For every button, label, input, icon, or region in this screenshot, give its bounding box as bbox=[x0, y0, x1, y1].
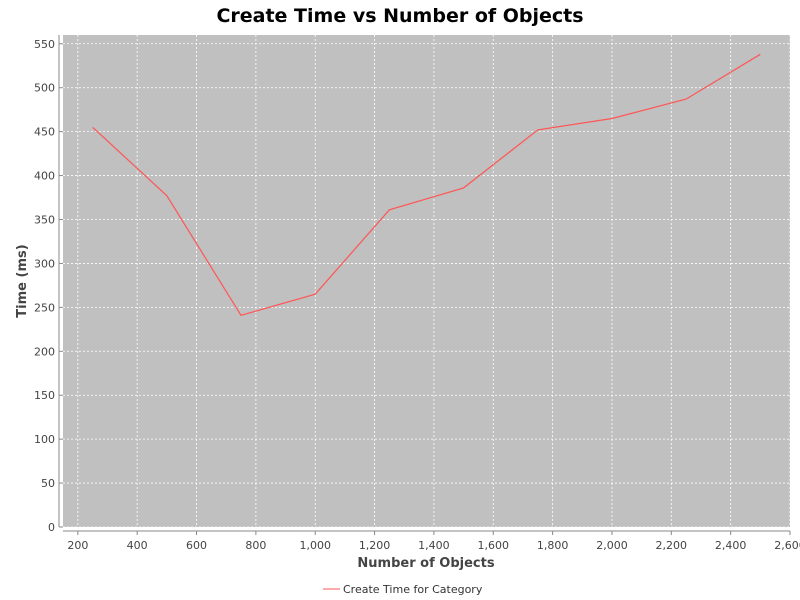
y-tick-label: 250 bbox=[34, 301, 55, 314]
axes bbox=[58, 35, 790, 532]
series-group bbox=[92, 53, 761, 317]
y-axis-label: Time (ms) bbox=[15, 244, 30, 317]
y-tick-label: 450 bbox=[34, 126, 55, 139]
legend: Create Time for Category bbox=[323, 583, 483, 596]
x-tick-label: 800 bbox=[245, 539, 266, 552]
x-axis-label: Number of Objects bbox=[357, 556, 494, 571]
series-line bbox=[92, 53, 761, 317]
x-axis-ticks: 200 400 600 800 1,000 1,200 1,400 1,600 1,800 2,0… bbox=[67, 531, 800, 552]
x-tick-label: 2,200 bbox=[656, 539, 688, 552]
y-tick-label: 500 bbox=[34, 82, 55, 95]
x-tick-label: 1,000 bbox=[299, 539, 331, 552]
y-tick-label: 200 bbox=[34, 345, 55, 358]
x-tick-label: 200 bbox=[67, 539, 88, 552]
chart-title: Create Time vs Number of Objects bbox=[216, 5, 583, 27]
x-tick-label: 1,200 bbox=[359, 539, 391, 552]
x-tick-label: 1,600 bbox=[478, 539, 510, 552]
x-tick-label: 2,400 bbox=[715, 539, 747, 552]
y-tick-label: 50 bbox=[41, 477, 55, 490]
x-tick-label: 1,400 bbox=[418, 539, 450, 552]
y-tick-label: 550 bbox=[34, 38, 55, 51]
gridlines bbox=[63, 35, 791, 528]
y-tick-label: 400 bbox=[34, 170, 55, 183]
y-tick-label: 150 bbox=[34, 389, 55, 402]
x-tick-label: 2,000 bbox=[596, 539, 628, 552]
y-tick-label: 100 bbox=[34, 433, 55, 446]
x-tick-label: 2,600 bbox=[774, 539, 800, 552]
y-tick-label: 300 bbox=[34, 257, 55, 270]
plot-area bbox=[63, 35, 790, 527]
y-axis-ticks: 0 50 100 150 200 250 300 350 400 450 500 550 bbox=[34, 38, 63, 534]
y-tick-label: 350 bbox=[34, 214, 55, 227]
x-tick-label: 600 bbox=[186, 539, 207, 552]
y-tick-label: 0 bbox=[48, 521, 55, 534]
legend-label: Create Time for Category bbox=[343, 583, 483, 596]
x-tick-label: 1,800 bbox=[537, 539, 569, 552]
x-tick-label: 400 bbox=[127, 539, 148, 552]
